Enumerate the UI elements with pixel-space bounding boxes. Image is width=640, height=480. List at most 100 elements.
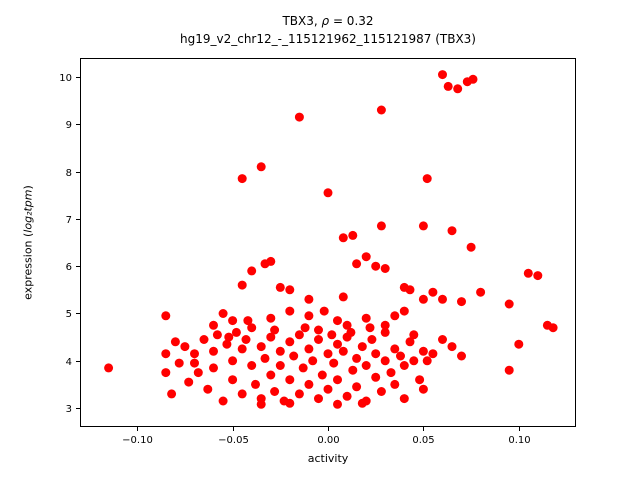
y-axis-label-post: ): [21, 185, 35, 190]
data-point: [380, 327, 390, 337]
data-point: [329, 358, 339, 368]
data-point: [386, 368, 396, 378]
data-point: [447, 342, 457, 352]
data-point: [247, 266, 257, 276]
data-point: [348, 230, 358, 240]
data-point: [266, 370, 276, 380]
data-point: [228, 356, 238, 366]
data-point: [266, 332, 276, 342]
data-point: [466, 242, 476, 252]
data-point: [228, 316, 238, 326]
data-point: [409, 356, 419, 366]
data-point: [190, 349, 199, 359]
data-point: [390, 379, 400, 389]
data-point: [304, 344, 314, 354]
data-point: [161, 349, 171, 359]
data-point: [348, 365, 358, 375]
data-point: [418, 346, 428, 356]
data-point: [241, 335, 251, 344]
data-point: [399, 394, 409, 404]
data-point: [428, 349, 438, 359]
data-point: [327, 330, 337, 340]
data-point: [209, 346, 218, 356]
data-point: [438, 294, 447, 304]
data-point: [161, 368, 171, 378]
data-point: [428, 287, 438, 297]
data-point: [256, 342, 266, 352]
data-point: [415, 375, 425, 385]
data-point: [338, 346, 348, 356]
data-point: [367, 335, 377, 344]
data-point: [390, 344, 400, 354]
data-point: [218, 309, 228, 318]
data-point: [533, 271, 543, 281]
data-point: [298, 363, 308, 373]
data-point: [294, 389, 304, 399]
data-point: [342, 391, 352, 401]
x-axis-label: activity: [307, 452, 349, 465]
y-tick-label: 10: [59, 73, 72, 84]
data-point: [285, 375, 295, 385]
data-point: [190, 358, 199, 368]
data-point: [548, 323, 558, 333]
y-tick-label: 5: [66, 309, 72, 320]
axes-frame: [80, 58, 576, 427]
data-point: [228, 375, 238, 385]
data-point: [275, 282, 285, 292]
data-point: [180, 342, 190, 352]
data-point: [514, 339, 524, 349]
data-point: [371, 261, 381, 271]
data-point: [243, 316, 253, 326]
x-tick-label: 0.05: [412, 435, 434, 446]
data-point: [361, 313, 371, 323]
chart-subtitle: hg19_v2_chr12_-_115121962_115121987 (TBX…: [180, 32, 476, 46]
chart-title-text: TBX3,: [282, 14, 322, 28]
data-point: [247, 361, 257, 370]
y-tick-label: 4: [66, 357, 72, 368]
data-point: [443, 81, 453, 91]
data-point: [237, 389, 247, 399]
data-point: [468, 74, 478, 84]
data-point: [193, 368, 203, 378]
data-point: [418, 384, 428, 394]
data-point: [361, 252, 371, 262]
data-point: [357, 342, 367, 352]
data-point: [247, 323, 257, 333]
data-point: [237, 280, 247, 290]
data-point: [260, 259, 270, 269]
data-point: [304, 294, 314, 304]
data-point: [237, 174, 247, 184]
data-point: [174, 358, 184, 368]
data-point: [418, 221, 428, 231]
data-point: [314, 394, 323, 404]
rho-symbol: ρ: [321, 14, 330, 28]
data-point: [285, 306, 295, 316]
data-point: [304, 311, 314, 321]
data-point: [376, 105, 386, 115]
data-point: [376, 221, 386, 231]
data-point: [333, 399, 342, 409]
chart-title-value: = 0.32: [329, 14, 374, 28]
data-point: [342, 320, 352, 330]
data-point: [352, 382, 362, 392]
data-point: [266, 313, 276, 323]
data-point: [209, 320, 218, 330]
x-tick-label: −0.10: [122, 435, 153, 446]
data-point: [218, 396, 228, 406]
data-point: [260, 353, 270, 363]
data-point: [399, 306, 409, 316]
data-point: [161, 311, 171, 321]
data-point: [199, 335, 209, 344]
data-point: [338, 233, 348, 243]
data-point: [396, 351, 405, 361]
data-point: [390, 311, 400, 321]
data-point: [270, 387, 280, 396]
y-axis-label-math: log₂tpm: [21, 189, 35, 233]
data-point: [438, 335, 447, 344]
chart-title: TBX3, ρ = 0.32: [80, 14, 576, 28]
y-tick-label: 7: [66, 215, 72, 226]
data-point: [294, 330, 304, 340]
data-point: [323, 384, 333, 394]
